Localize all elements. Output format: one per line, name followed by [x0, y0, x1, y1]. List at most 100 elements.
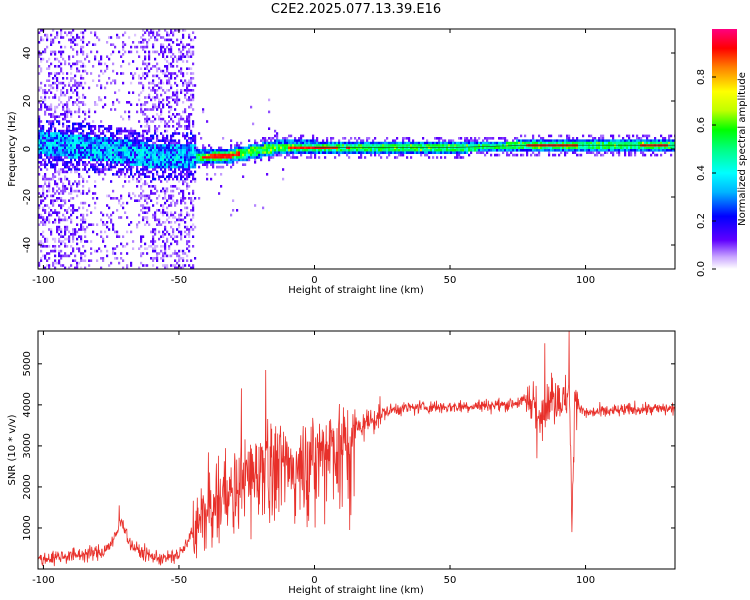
heatmap-cell — [222, 153, 225, 157]
heatmap-cell — [52, 86, 55, 90]
heatmap-cell — [152, 237, 155, 241]
heatmap-cell — [414, 149, 417, 152]
heatmap-cell — [82, 141, 85, 145]
heatmap-cell — [190, 149, 193, 152]
heatmap-cell — [148, 127, 151, 130]
heatmap-cell — [224, 153, 227, 157]
heatmap-cell — [660, 141, 663, 145]
heatmap-cell — [182, 266, 185, 269]
heatmap-cell — [186, 127, 189, 130]
heatmap-cell — [66, 113, 69, 116]
heatmap-cell — [68, 266, 71, 269]
heatmap-cell — [126, 151, 129, 154]
heatmap-cell — [128, 223, 131, 226]
heatmap-cell — [194, 36, 197, 39]
heatmap-cell — [56, 161, 59, 164]
heatmap-cell — [176, 60, 179, 63]
heatmap-cell — [530, 153, 533, 157]
heatmap-cell — [484, 137, 487, 140]
heatmap-cell — [96, 141, 99, 145]
heatmap-cell — [132, 141, 135, 145]
heatmap-cell — [132, 156, 135, 159]
heatmap-cell — [178, 120, 181, 123]
heatmap-cell — [48, 74, 51, 78]
heatmap-cell — [268, 153, 271, 157]
heatmap-cell — [490, 153, 493, 157]
heatmap-cell — [108, 36, 111, 39]
heatmap-cell — [146, 168, 149, 171]
heatmap-cell — [104, 230, 107, 234]
heatmap-cell — [552, 153, 555, 157]
heatmap-cell — [166, 199, 169, 202]
heatmap-cell — [432, 141, 435, 145]
heatmap-cell — [274, 129, 277, 133]
heatmap-cell — [360, 151, 363, 154]
heatmap-cell — [120, 216, 123, 219]
heatmap-cell — [64, 153, 67, 157]
heatmap-cell — [326, 149, 329, 152]
heatmap-cell — [118, 149, 121, 152]
heatmap-cell — [194, 161, 197, 164]
heatmap-cell — [98, 170, 101, 174]
heatmap-cell — [174, 216, 177, 219]
heatmap-cell — [182, 48, 185, 51]
heatmap-cell — [62, 240, 65, 243]
heatmap-cell — [154, 240, 157, 243]
heatmap-cell — [44, 139, 47, 142]
heatmap-cell — [100, 158, 103, 162]
heatmap-cell — [192, 209, 195, 212]
heatmap-cell — [164, 197, 167, 200]
heatmap-cell — [188, 48, 191, 51]
heatmap-cell — [118, 151, 121, 154]
heatmap-cell — [136, 199, 139, 202]
heatmap-cell — [664, 151, 667, 154]
heatmap-cell — [184, 230, 187, 234]
heatmap-cell — [476, 139, 479, 142]
heatmap-cell — [490, 137, 493, 140]
heatmap-cell — [660, 153, 663, 157]
heatmap-cell — [40, 149, 43, 152]
heatmap-cell — [182, 134, 185, 138]
heatmap-cell — [136, 103, 139, 106]
heatmap-cell — [574, 141, 577, 145]
heatmap-cell — [268, 149, 271, 152]
heatmap-cell — [164, 194, 167, 198]
heatmap-cell — [152, 74, 155, 78]
heatmap-cell — [46, 252, 49, 255]
heatmap-cell — [84, 235, 87, 238]
heatmap-cell — [260, 151, 263, 154]
heatmap-cell — [160, 86, 163, 90]
heatmap-cell — [166, 31, 169, 34]
heatmap-cell — [54, 163, 57, 166]
heatmap-cell — [176, 122, 179, 126]
heatmap-cell — [192, 31, 195, 34]
heatmap-cell — [166, 38, 169, 42]
heatmap-cell — [44, 48, 47, 51]
heatmap-cell — [42, 146, 45, 150]
heatmap-cell — [590, 141, 593, 145]
heatmap-cell — [458, 144, 461, 147]
heatmap-cell — [522, 146, 525, 150]
heatmap-cell — [190, 89, 193, 92]
heatmap-cell — [158, 101, 161, 104]
heatmap-cell — [98, 156, 101, 159]
heatmap-cell — [132, 129, 135, 133]
heatmap-cell — [268, 156, 271, 159]
heatmap-cell — [158, 237, 161, 241]
heatmap-cell — [306, 141, 309, 145]
heatmap-cell — [242, 158, 245, 162]
heatmap-cell — [138, 266, 141, 269]
heatmap-cell — [476, 149, 479, 152]
heatmap-cell — [156, 74, 159, 78]
heatmap-cell — [140, 173, 143, 176]
heatmap-cell — [46, 204, 49, 207]
heatmap-cell — [152, 134, 155, 138]
heatmap-cell — [82, 151, 85, 154]
heatmap-cell — [346, 144, 349, 147]
heatmap-cell — [46, 259, 49, 262]
heatmap-cell — [166, 146, 169, 150]
heatmap-cell — [76, 122, 79, 126]
heatmap-cell — [80, 146, 83, 150]
heatmap-cell — [162, 103, 165, 106]
heatmap-cell — [76, 134, 79, 138]
